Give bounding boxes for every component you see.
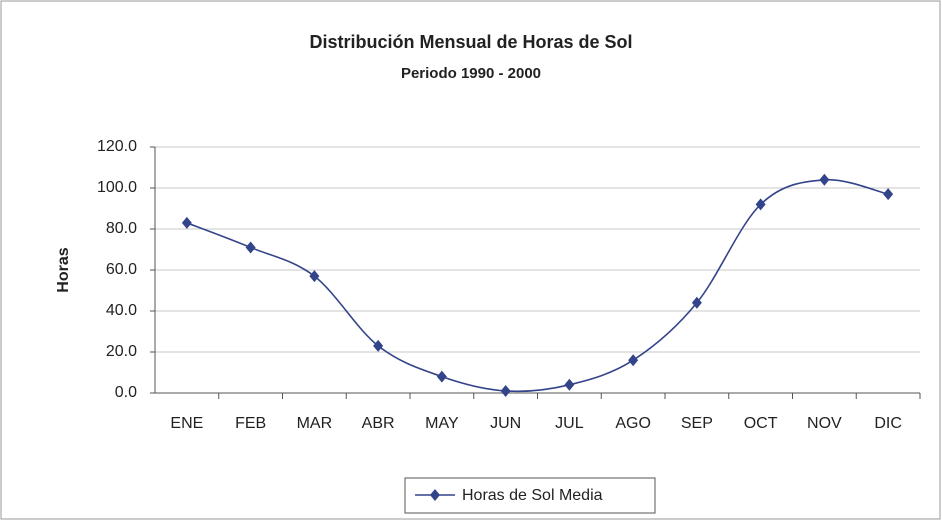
data-point [436, 370, 447, 383]
y-tick-label: 120.0 [97, 138, 137, 155]
legend-marker [430, 489, 440, 501]
data-point [564, 378, 575, 391]
legend-label: Horas de Sol Media [462, 487, 603, 504]
data-point [755, 198, 766, 211]
chart-title: Distribución Mensual de Horas de Sol [309, 32, 632, 52]
x-tick-label: DIC [874, 415, 902, 432]
x-tick-label: OCT [744, 415, 778, 432]
y-tick-label: 20.0 [106, 343, 137, 360]
data-point [628, 354, 639, 367]
y-tick-label: 60.0 [106, 261, 137, 278]
x-tick-label: FEB [235, 415, 266, 432]
x-tick-label: ABR [362, 415, 395, 432]
data-point [691, 296, 702, 309]
data-point [819, 173, 830, 186]
x-tick-label: AGO [615, 415, 651, 432]
x-tick-label: SEP [681, 415, 713, 432]
data-point [245, 241, 256, 254]
data-point [181, 216, 192, 229]
data-point [373, 339, 384, 352]
x-tick-label: MAR [297, 415, 333, 432]
data-point [309, 270, 320, 283]
y-tick-label: 40.0 [106, 302, 137, 319]
y-tick-label: 80.0 [106, 220, 137, 237]
y-tick-label: 0.0 [115, 384, 137, 401]
y-tick-label: 100.0 [97, 179, 137, 196]
data-point [883, 188, 894, 201]
x-tick-label: ENE [170, 415, 203, 432]
y-axis-label: Horas [55, 247, 72, 292]
data-point [500, 384, 511, 397]
x-tick-label: NOV [807, 415, 842, 432]
x-tick-label: MAY [425, 415, 459, 432]
x-tick-label: JUL [555, 415, 584, 432]
x-tick-label: JUN [490, 415, 521, 432]
chart-subtitle: Periodo 1990 - 2000 [401, 65, 541, 82]
